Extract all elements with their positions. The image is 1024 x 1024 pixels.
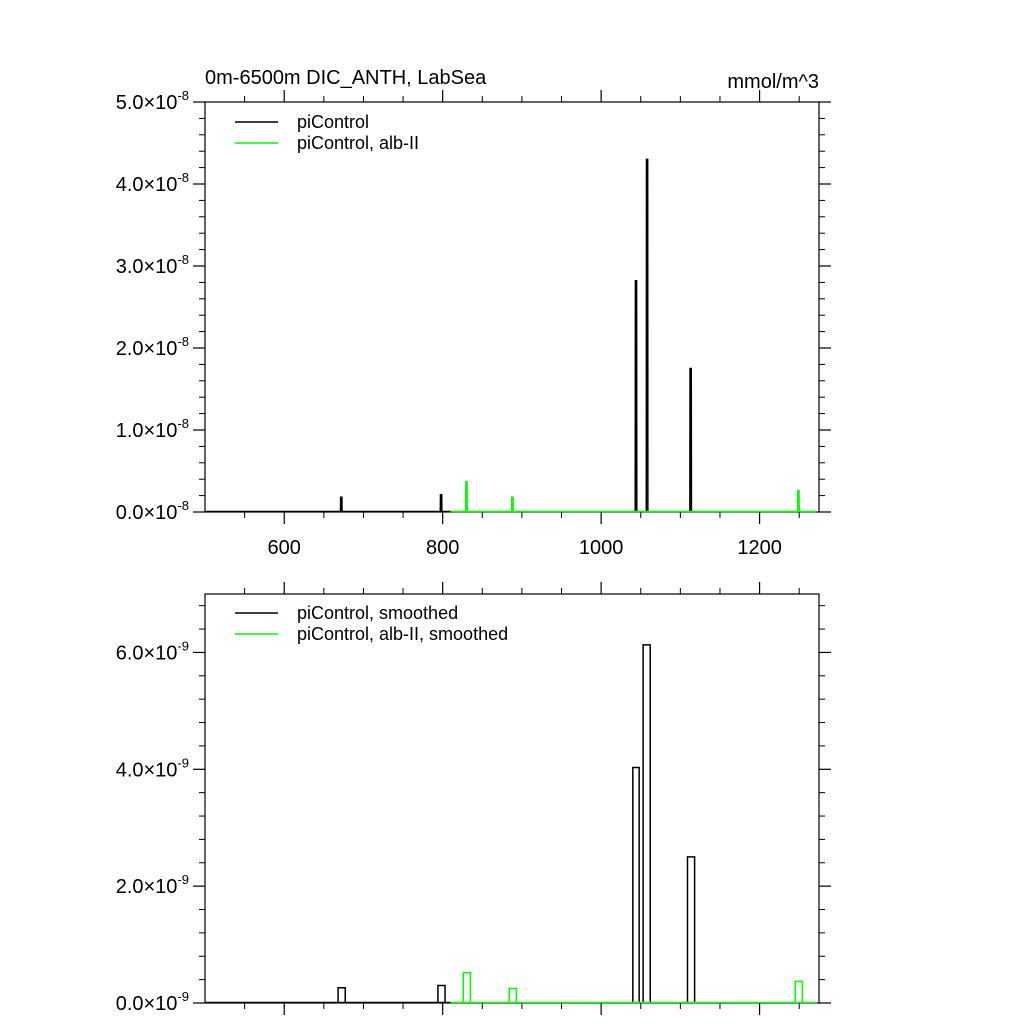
bottom-plot-frame: [204, 593, 820, 1004]
y-tick-label: 4.0×10-9: [116, 755, 189, 781]
x-tick-label: 1000: [579, 537, 624, 559]
series-spike: [645, 158, 649, 513]
bottom-panel: 0.0×10-9 2.0×10-9 4.0×10-9 6.0×10-9 piContr…: [116, 582, 831, 1015]
series-spike: [634, 280, 638, 513]
x-tick-label: 800: [426, 537, 459, 559]
top-legend: piControl piControl, alb-II: [235, 112, 419, 153]
top-panel: 0m-6500m DIC_ANTH, LabSea mmol/m^3 0.0×1…: [116, 67, 831, 559]
legend-label-alb-ii-smoothed: piControl, alb-II, smoothed: [297, 624, 508, 644]
series-pulse: [632, 766, 640, 1003]
top-axis-ticks: [193, 90, 831, 524]
y-tick-label: 0.0×10-8: [116, 498, 189, 524]
y-tick-label: 1.0×10-8: [116, 416, 189, 442]
series-pulse: [642, 644, 651, 1003]
units-label: mmol/m^3: [727, 71, 819, 93]
bottom-axis-ticks: [193, 582, 831, 1015]
series-spike: [689, 367, 693, 513]
series-spike: [510, 496, 514, 513]
legend-label-alb-ii: piControl, alb-II: [297, 133, 419, 153]
top-series: [205, 158, 817, 513]
series-pulse: [686, 856, 696, 1003]
series-pulse: [437, 984, 446, 1003]
y-tick-label: 5.0×10-8: [116, 88, 189, 114]
bottom-legend: piControl, smoothed piControl, alb-II, s…: [235, 603, 508, 644]
y-tick-label: 0.0×10-9: [116, 989, 189, 1015]
y-tick-label: 3.0×10-8: [116, 252, 189, 278]
series-pulse: [794, 980, 804, 1003]
top-x-tick-labels: 600 800 1000 1200: [268, 537, 782, 559]
top-y-tick-labels: 0.0×10-8 1.0×10-8 2.0×10-8 3.0×10-8 4.0×10-8…: [116, 88, 189, 524]
series-spike: [339, 496, 343, 513]
y-tick-label: 2.0×10-9: [116, 872, 189, 898]
series-pulse: [337, 987, 346, 1003]
y-tick-label: 6.0×10-9: [116, 638, 189, 664]
legend-label-picontrol: piControl: [297, 112, 369, 132]
bottom-y-tick-labels: 0.0×10-9 2.0×10-9 4.0×10-9 6.0×10-9: [116, 638, 189, 1015]
series-pulse: [508, 987, 518, 1003]
legend-label-picontrol-smoothed: piControl, smoothed: [297, 603, 458, 623]
top-plot-frame: [204, 101, 820, 513]
series-spike: [796, 489, 800, 513]
y-tick-label: 4.0×10-8: [116, 170, 189, 196]
bottom-series: [205, 644, 817, 1004]
x-tick-label: 600: [268, 537, 301, 559]
x-tick-label: 1200: [737, 537, 782, 559]
series-pulse: [462, 971, 472, 1003]
series-spike: [439, 494, 443, 513]
y-tick-label: 2.0×10-8: [116, 334, 189, 360]
series-spike: [464, 480, 468, 513]
chart-title: 0m-6500m DIC_ANTH, LabSea: [205, 67, 487, 89]
